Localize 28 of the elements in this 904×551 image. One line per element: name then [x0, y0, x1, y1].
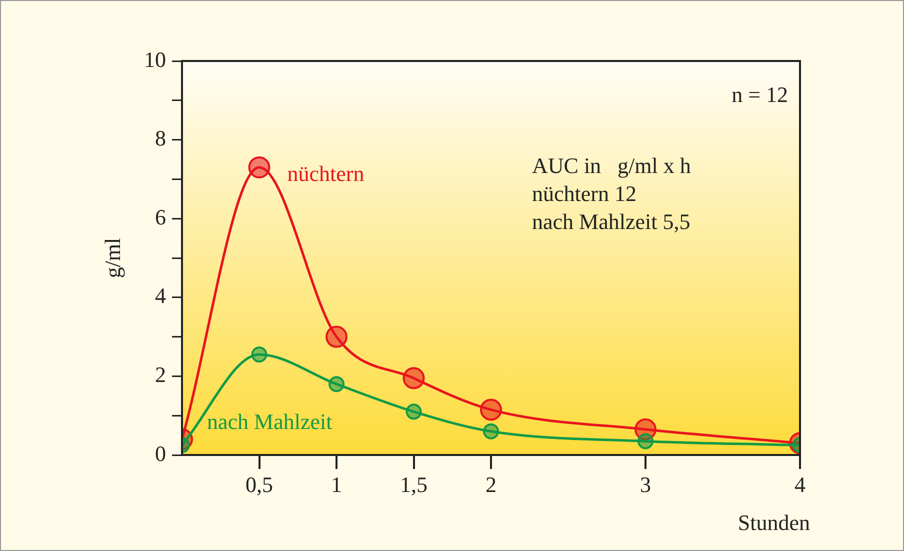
x-tick-label: 4: [794, 472, 806, 497]
point: [483, 423, 499, 440]
point: [328, 376, 344, 392]
annotation: n = 12: [732, 82, 788, 107]
y-tick-label: 2: [155, 362, 166, 387]
point: [402, 367, 425, 390]
point: [251, 346, 268, 363]
x-tick-label: 0,5: [246, 472, 273, 497]
point: [248, 156, 270, 178]
x-tick-label: 2: [486, 472, 496, 497]
point: [406, 404, 422, 420]
series-label: nüchtern: [287, 161, 364, 186]
x-axis-title: Stunden: [738, 510, 810, 535]
y-tick-label: 8: [155, 126, 166, 151]
x-tick-label: 1,5: [400, 472, 428, 497]
annotation: nach Mahlzeit 5,5: [532, 208, 690, 234]
x-tick-label: 3: [640, 472, 651, 497]
point: [480, 398, 502, 421]
point: [326, 326, 348, 348]
y-tick-label: 10: [144, 46, 166, 72]
y-tick-label: 4: [155, 283, 166, 308]
annotation: nüchtern 12: [532, 180, 636, 206]
series-label: nach Mahlzeit: [207, 408, 332, 434]
y-tick-label: 0: [155, 440, 166, 466]
annotation: AUC in g/ml x h: [532, 152, 691, 178]
y-axis-title: g/ml: [100, 238, 125, 278]
y-tick-label: 6: [155, 204, 166, 230]
x-tick-label: 1: [331, 472, 342, 497]
